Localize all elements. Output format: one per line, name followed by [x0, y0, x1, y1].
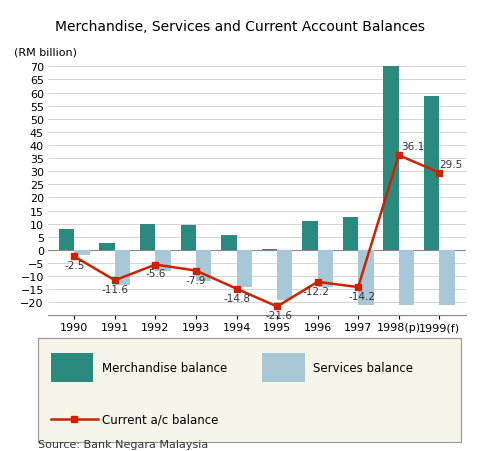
Bar [262, 353, 304, 382]
Bar [384, 67, 399, 250]
Text: 36.1: 36.1 [401, 142, 424, 152]
Text: (RM billion): (RM billion) [14, 47, 77, 57]
Bar [180, 226, 196, 250]
Bar [343, 217, 358, 250]
Bar [318, 250, 333, 287]
Text: -5.6: -5.6 [145, 269, 166, 279]
Bar [399, 250, 414, 305]
Text: Merchandise, Services and Current Account Balances: Merchandise, Services and Current Accoun… [55, 20, 425, 34]
Bar [196, 250, 211, 282]
Bar [140, 224, 156, 250]
Bar [59, 230, 74, 250]
Bar [74, 250, 90, 256]
Text: Merchandise balance: Merchandise balance [102, 361, 227, 374]
Text: -7.9: -7.9 [186, 275, 206, 285]
Text: -11.6: -11.6 [101, 285, 128, 295]
Text: Current a/c balance: Current a/c balance [102, 413, 218, 426]
Bar [99, 244, 115, 250]
Bar [302, 221, 318, 250]
Bar [424, 97, 439, 250]
Bar [237, 250, 252, 287]
Text: Services balance: Services balance [313, 361, 413, 374]
Text: -14.2: -14.2 [348, 291, 376, 301]
Bar [156, 250, 171, 271]
Text: -2.5: -2.5 [64, 261, 84, 271]
Text: -21.6: -21.6 [265, 311, 293, 321]
Bar [115, 250, 130, 285]
Text: 29.5: 29.5 [439, 159, 462, 169]
Bar [358, 250, 373, 305]
Bar [221, 236, 237, 250]
Text: -12.2: -12.2 [302, 286, 329, 296]
Bar [262, 249, 277, 250]
Bar [277, 250, 292, 300]
Bar [51, 353, 93, 382]
Bar [439, 250, 455, 305]
Text: -14.8: -14.8 [223, 293, 250, 303]
Text: Source: Bank Negara Malaysia: Source: Bank Negara Malaysia [38, 439, 209, 449]
